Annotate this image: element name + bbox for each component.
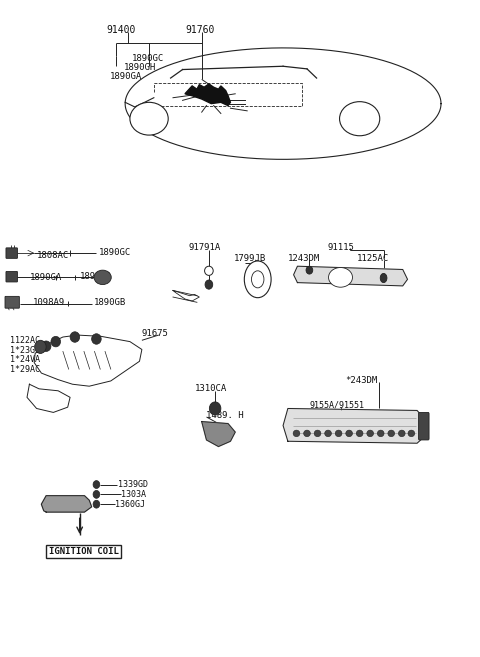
Text: 91760: 91760 (185, 24, 215, 35)
Text: 1898AA: 1898AA (80, 271, 112, 281)
FancyBboxPatch shape (6, 248, 17, 258)
Text: 1*29AC: 1*29AC (10, 365, 40, 374)
Text: 1489. H: 1489. H (206, 411, 244, 420)
Ellipse shape (388, 430, 395, 437)
Text: 1360GJ: 1360GJ (115, 500, 145, 509)
Text: *243DM: *243DM (345, 376, 378, 386)
Ellipse shape (356, 430, 363, 437)
Ellipse shape (339, 102, 380, 136)
Ellipse shape (35, 340, 46, 353)
Ellipse shape (328, 267, 352, 287)
Text: 1*23GI: 1*23GI (10, 346, 40, 355)
Ellipse shape (205, 280, 213, 289)
Text: 91675: 91675 (142, 329, 169, 338)
Ellipse shape (93, 490, 100, 498)
Text: 91400: 91400 (106, 24, 135, 35)
FancyBboxPatch shape (6, 271, 17, 282)
Text: 1890GC: 1890GC (132, 54, 165, 63)
Ellipse shape (244, 261, 271, 298)
FancyBboxPatch shape (5, 296, 19, 308)
Ellipse shape (94, 270, 111, 284)
Ellipse shape (70, 332, 80, 342)
Ellipse shape (51, 336, 60, 347)
Text: 1303A: 1303A (121, 490, 146, 499)
Text: 1*24VA: 1*24VA (10, 355, 40, 365)
Text: 9155A/91551: 9155A/91551 (310, 401, 364, 410)
Text: 1890GH: 1890GH (124, 63, 156, 72)
Ellipse shape (346, 430, 352, 437)
Text: 1890GA: 1890GA (29, 273, 61, 282)
Ellipse shape (93, 481, 100, 488)
Ellipse shape (304, 430, 311, 437)
Text: 1125AC: 1125AC (357, 254, 389, 263)
Ellipse shape (92, 334, 101, 344)
Ellipse shape (93, 500, 100, 508)
Text: 1890GB: 1890GB (94, 298, 126, 307)
Ellipse shape (367, 430, 373, 437)
Ellipse shape (377, 430, 384, 437)
Text: 1799JB: 1799JB (234, 254, 266, 263)
Polygon shape (283, 409, 427, 443)
Ellipse shape (293, 430, 300, 437)
Text: 1890GA: 1890GA (110, 72, 142, 81)
Ellipse shape (398, 430, 405, 437)
Polygon shape (202, 422, 235, 447)
Text: 1890GC: 1890GC (99, 248, 131, 257)
Ellipse shape (204, 266, 213, 275)
Polygon shape (185, 84, 230, 106)
Ellipse shape (324, 430, 331, 437)
Text: 1339GD: 1339GD (118, 480, 148, 489)
Text: 1122AC: 1122AC (10, 336, 40, 345)
Ellipse shape (209, 402, 221, 415)
Ellipse shape (306, 266, 313, 274)
Polygon shape (294, 266, 408, 286)
Ellipse shape (314, 430, 321, 437)
Text: IGNITION COIL: IGNITION COIL (48, 547, 119, 556)
Ellipse shape (380, 273, 387, 283)
Ellipse shape (130, 102, 168, 135)
FancyBboxPatch shape (419, 413, 429, 440)
Ellipse shape (252, 271, 264, 288)
Text: 1098A9: 1098A9 (33, 298, 65, 307)
Ellipse shape (335, 430, 342, 437)
Ellipse shape (408, 430, 415, 437)
Text: 1808AC: 1808AC (37, 250, 69, 260)
Polygon shape (41, 495, 92, 512)
Text: 1243DM: 1243DM (288, 254, 320, 263)
Text: 91115: 91115 (327, 243, 354, 252)
Ellipse shape (41, 341, 51, 351)
Text: 1310CA: 1310CA (194, 384, 227, 394)
Text: 91791A: 91791A (189, 243, 221, 252)
